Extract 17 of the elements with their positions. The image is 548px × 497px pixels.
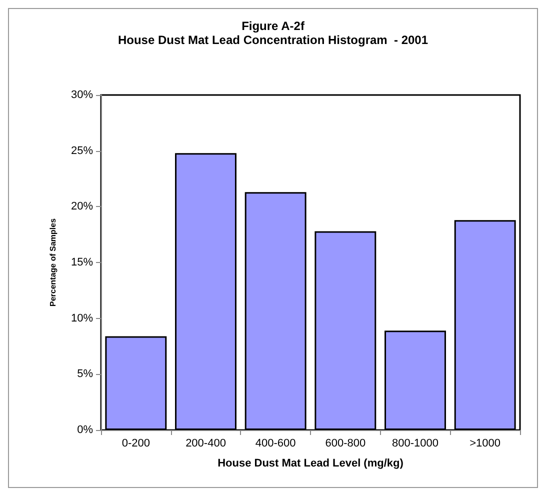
y-tick-label: 0%	[77, 424, 94, 436]
x-tick-label: >1000	[470, 438, 501, 450]
y-axis-title: Percentage of Samples	[48, 218, 58, 307]
chart-title: Figure A-2f	[242, 19, 306, 33]
y-tick-label: 10%	[70, 312, 94, 324]
chart-subtitle: House Dust Mat Lead Concentration Histogram - 2001	[118, 33, 428, 47]
x-tick-label: 800-1000	[392, 438, 438, 450]
y-tick-label: 25%	[70, 144, 94, 157]
x-tick-label: 600-800	[325, 438, 366, 450]
x-tick-label: 200-400	[186, 438, 226, 450]
x-axis-title: House Dust Mat Lead Level (mg/kg)	[218, 458, 404, 470]
y-tick-label: 30%	[70, 89, 94, 101]
y-tick-label: 15%	[70, 256, 94, 268]
x-tick-label: 0-200	[122, 438, 150, 450]
y-tick-label: 20%	[70, 200, 94, 213]
y-tick-label: 5%	[77, 368, 94, 380]
x-tick-label: 400-600	[255, 438, 296, 450]
